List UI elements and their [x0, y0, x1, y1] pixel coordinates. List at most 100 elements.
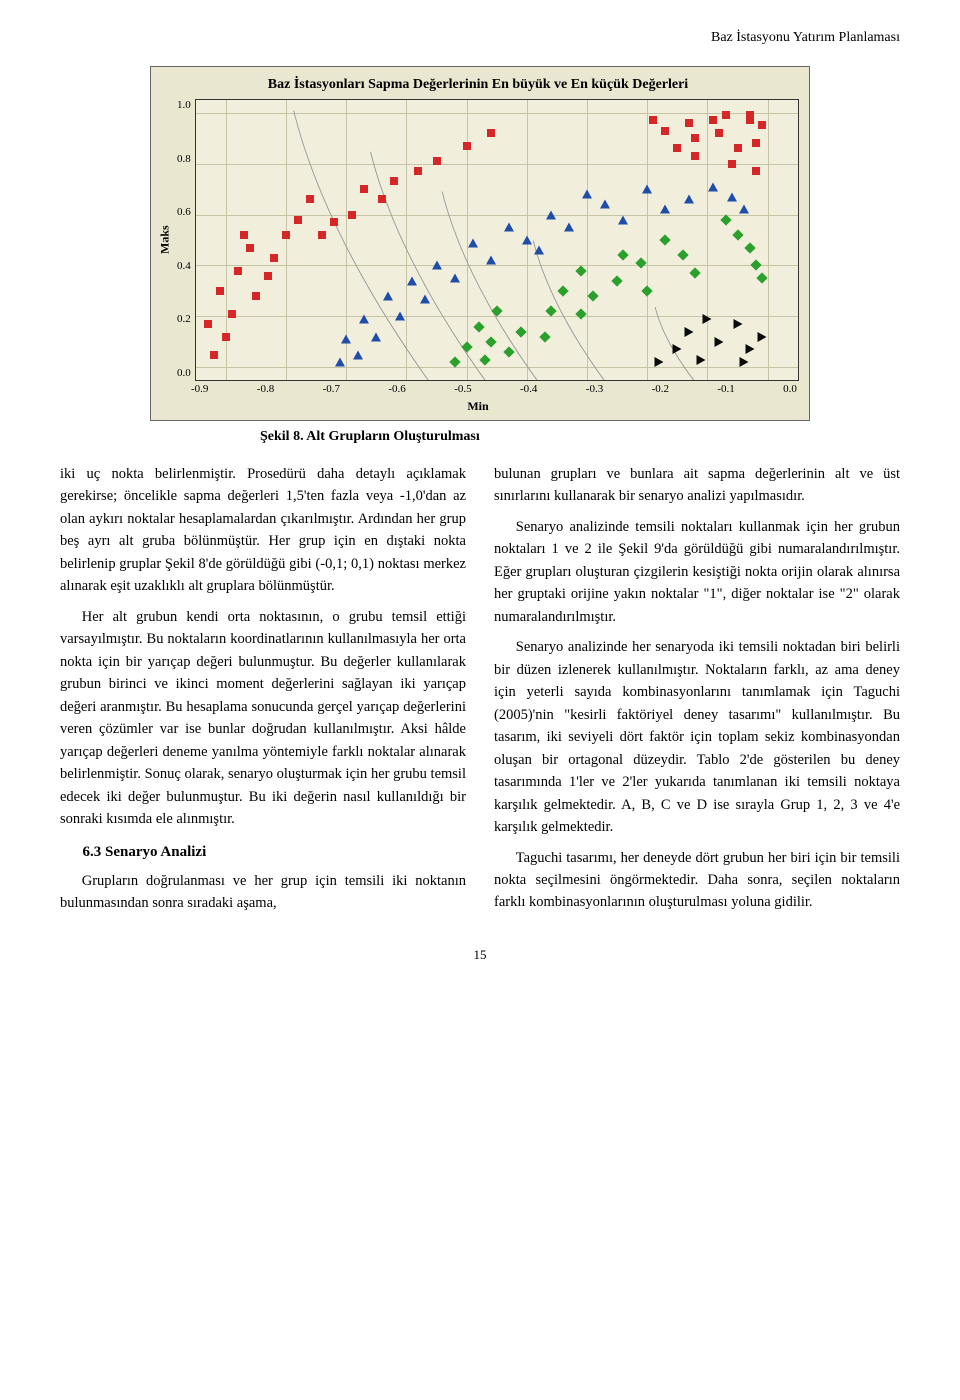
data-point: [715, 129, 723, 137]
x-tick: -0.7: [323, 383, 340, 395]
data-point: [618, 215, 628, 224]
data-point: [564, 223, 574, 232]
data-point: [463, 142, 471, 150]
data-point: [487, 129, 495, 137]
body-paragraph: Grupların doğrulanması ve her grup için …: [60, 870, 466, 915]
data-point: [546, 210, 556, 219]
y-ticks: 1.00.80.60.40.20.0: [173, 99, 195, 379]
data-point: [739, 205, 749, 214]
data-point: [407, 276, 417, 285]
data-point: [752, 139, 760, 147]
x-tick: -0.5: [454, 383, 471, 395]
data-point: [264, 272, 272, 280]
body-columns: iki uç nokta belirlenmiştir. Prosedürü d…: [60, 463, 900, 923]
data-point: [685, 327, 694, 337]
data-point: [353, 350, 363, 359]
right-column: bulunan grupları ve bunlara ait sapma de…: [494, 463, 900, 923]
data-point: [660, 205, 670, 214]
data-point: [600, 200, 610, 209]
data-point: [685, 119, 693, 127]
data-point: [433, 157, 441, 165]
y-tick: 0.8: [177, 153, 191, 165]
x-tick: -0.4: [520, 383, 537, 395]
figure-8: Baz İstasyonları Sapma Değerlerinin En b…: [150, 66, 810, 445]
x-tick: -0.8: [257, 383, 274, 395]
data-point: [228, 310, 236, 318]
data-point: [383, 292, 393, 301]
data-point: [210, 351, 218, 359]
body-paragraph: Senaryo analizinde temsili noktaları kul…: [494, 516, 900, 628]
data-point: [216, 287, 224, 295]
running-head: Baz İstasyonu Yatırım Planlaması: [60, 30, 900, 46]
data-point: [697, 355, 706, 365]
data-point: [222, 333, 230, 341]
data-point: [270, 254, 278, 262]
data-point: [282, 231, 290, 239]
data-point: [752, 167, 760, 175]
data-point: [745, 344, 754, 354]
data-point: [318, 231, 326, 239]
figure-caption: Şekil 8. Alt Grupların Oluşturulması: [260, 429, 810, 445]
data-point: [341, 335, 351, 344]
body-paragraph: Her alt grubun kendi orta noktasının, o …: [60, 606, 466, 831]
data-point: [252, 292, 260, 300]
data-point: [468, 238, 478, 247]
data-point: [330, 218, 338, 226]
body-paragraph: Senaryo analizinde her senaryoda iki tem…: [494, 636, 900, 838]
data-point: [673, 344, 682, 354]
x-tick: -0.3: [586, 383, 603, 395]
x-ticks: -0.9-0.8-0.7-0.6-0.5-0.4-0.3-0.2-0.10.0: [191, 381, 797, 397]
data-point: [684, 195, 694, 204]
x-tick: -0.2: [652, 383, 669, 395]
data-point: [420, 294, 430, 303]
data-point: [691, 152, 699, 160]
data-point: [486, 256, 496, 265]
chart-title: Baz İstasyonları Sapma Değerlerinin En b…: [157, 77, 799, 93]
x-tick: -0.9: [191, 383, 208, 395]
x-tick: -0.1: [717, 383, 734, 395]
data-point: [655, 357, 664, 367]
data-point: [414, 167, 422, 175]
data-point: [360, 185, 368, 193]
data-point: [371, 332, 381, 341]
data-point: [306, 195, 314, 203]
data-point: [504, 223, 514, 232]
data-point: [359, 314, 369, 323]
data-point: [703, 314, 712, 324]
body-paragraph: Taguchi tasarımı, her deneyde dört grubu…: [494, 847, 900, 914]
data-point: [335, 358, 345, 367]
data-point: [758, 121, 766, 129]
data-point: [390, 177, 398, 185]
data-point: [673, 144, 681, 152]
data-point: [204, 320, 212, 328]
x-tick: -0.6: [388, 383, 405, 395]
data-point: [534, 246, 544, 255]
section-heading: 6.3 Senaryo Analizi: [60, 841, 466, 864]
data-point: [709, 116, 717, 124]
data-point: [522, 236, 532, 245]
y-tick: 1.0: [177, 99, 191, 111]
data-point: [727, 192, 737, 201]
data-point: [432, 261, 442, 270]
data-point: [708, 182, 718, 191]
data-point: [246, 244, 254, 252]
data-point: [661, 127, 669, 135]
data-point: [378, 195, 386, 203]
data-point: [450, 274, 460, 283]
y-tick: 0.6: [177, 206, 191, 218]
data-point: [757, 332, 766, 342]
data-point: [691, 134, 699, 142]
page-number: 15: [60, 947, 900, 963]
y-tick: 0.2: [177, 313, 191, 325]
y-axis-label: Maks: [157, 99, 173, 381]
data-point: [642, 185, 652, 194]
data-point: [649, 116, 657, 124]
data-point: [734, 144, 742, 152]
data-point: [234, 267, 242, 275]
plot-area: [195, 99, 799, 381]
left-column: iki uç nokta belirlenmiştir. Prosedürü d…: [60, 463, 466, 923]
y-tick: 0.4: [177, 260, 191, 272]
data-point: [746, 111, 754, 119]
data-point: [739, 357, 748, 367]
data-point: [294, 216, 302, 224]
